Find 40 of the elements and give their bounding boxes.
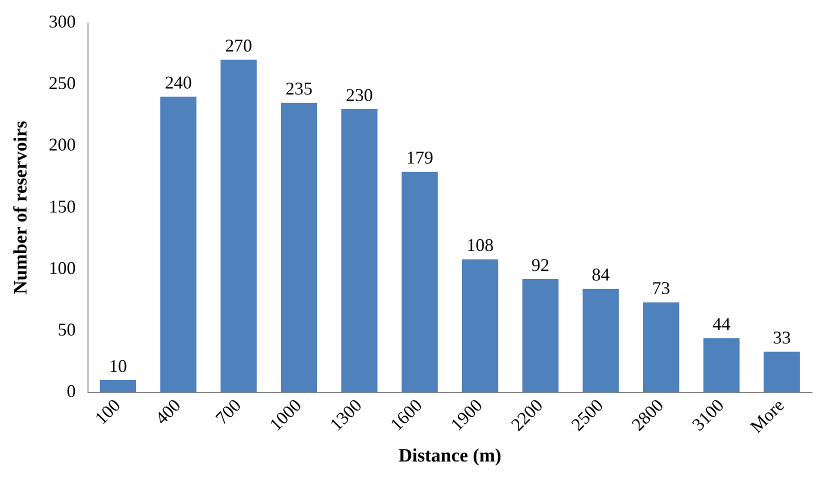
bar bbox=[522, 279, 559, 392]
x-tick-label: 1300 bbox=[326, 395, 366, 435]
data-label: 270 bbox=[225, 35, 252, 56]
x-tick-label: 1000 bbox=[266, 395, 306, 435]
y-tick-label: 300 bbox=[48, 12, 76, 32]
bar bbox=[643, 302, 680, 392]
bar bbox=[462, 259, 498, 392]
y-tick-label: 150 bbox=[48, 196, 76, 216]
data-label: 84 bbox=[592, 264, 610, 285]
x-axis-title: Distance (m) bbox=[398, 446, 502, 467]
bar bbox=[703, 338, 740, 392]
data-label: 230 bbox=[346, 84, 373, 105]
y-tick-label: 100 bbox=[48, 258, 76, 278]
data-label: 10 bbox=[108, 356, 127, 376]
y-tick-label: 200 bbox=[48, 134, 76, 155]
y-tick-label: 0 bbox=[66, 381, 76, 402]
x-tick-label: 700 bbox=[212, 395, 245, 428]
x-tick-label: 400 bbox=[151, 395, 184, 428]
y-tick-label: 250 bbox=[48, 73, 76, 94]
data-label: 92 bbox=[531, 254, 550, 275]
bar bbox=[341, 109, 378, 392]
bar bbox=[582, 288, 619, 392]
x-tick-label: 100 bbox=[90, 395, 124, 428]
data-label: 33 bbox=[772, 327, 791, 348]
data-label: 240 bbox=[164, 72, 192, 92]
bar bbox=[764, 352, 800, 392]
data-label: 73 bbox=[652, 278, 670, 298]
bar bbox=[280, 102, 318, 392]
x-tick-label: 1600 bbox=[386, 395, 426, 435]
x-tick-label: 1900 bbox=[446, 395, 486, 435]
y-axis-title: Number of reservoirs bbox=[10, 120, 32, 294]
bar bbox=[160, 96, 196, 392]
data-label: 108 bbox=[466, 235, 494, 256]
bar bbox=[402, 172, 438, 392]
data-label: 235 bbox=[286, 78, 313, 99]
y-tick-label: 50 bbox=[58, 320, 76, 340]
bar bbox=[100, 380, 136, 392]
bar bbox=[220, 60, 257, 392]
data-label: 179 bbox=[406, 148, 434, 168]
data-label: 44 bbox=[712, 314, 730, 334]
